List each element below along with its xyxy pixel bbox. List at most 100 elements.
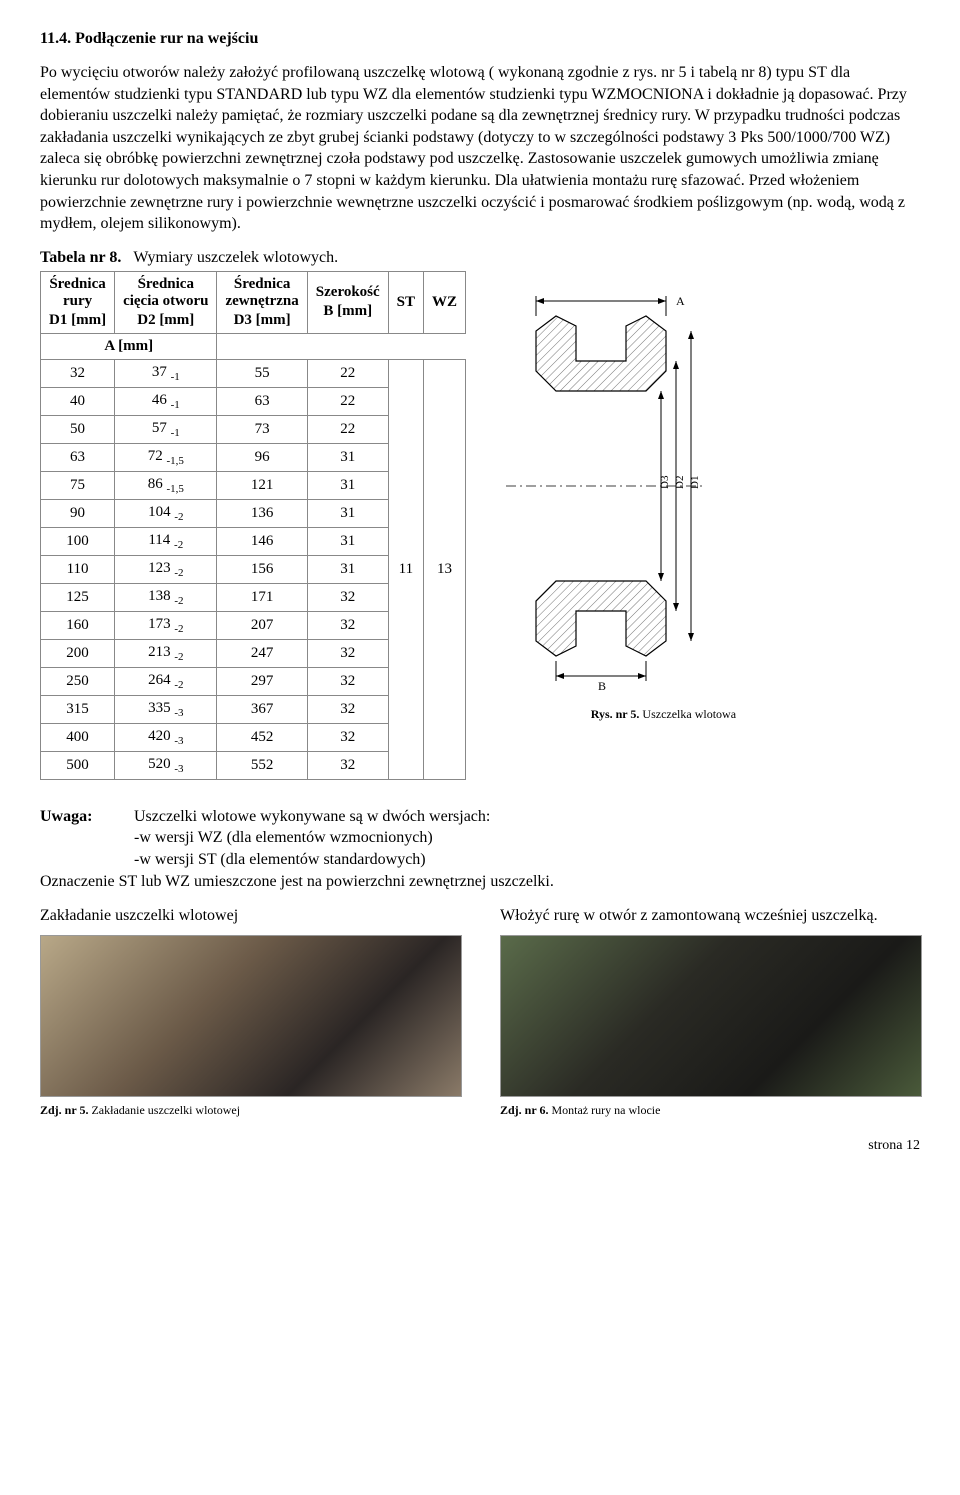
table-caption: Tabela nr 8. Wymiary uszczelek wlotowych…	[40, 249, 920, 267]
table-cell: 100	[41, 527, 115, 555]
col-label: Średnica	[234, 276, 290, 292]
col-unit: B [mm]	[316, 303, 380, 320]
table-cell: 96	[217, 443, 307, 471]
photo-col-2: Włożyć rurę w otwór z zamontowaną wcześn…	[500, 906, 920, 1118]
table-cell: 32	[307, 639, 388, 667]
photo1-image	[40, 935, 462, 1097]
table-cell: 160	[41, 611, 115, 639]
table-cell: 32	[307, 751, 388, 779]
col-b: Szerokość B [mm]	[307, 271, 388, 333]
table-cell: 63	[41, 443, 115, 471]
section-heading: 11.4. Podłączenie rur na wejściu	[40, 30, 920, 48]
table-cell: 400	[41, 723, 115, 751]
table-cell: 32	[41, 359, 115, 387]
table-caption-rest: Wymiary uszczelek wlotowych.	[133, 249, 338, 266]
table-cell: 90	[41, 499, 115, 527]
table-cell: 75	[41, 471, 115, 499]
col-unit: D1 [mm]	[49, 312, 106, 329]
cell-wz: 13	[424, 359, 466, 779]
col-d3: Średnica zewnętrzna D3 [mm]	[217, 271, 307, 333]
table-cell: 73	[217, 415, 307, 443]
photo1-caption: Zdj. nr 5. Zakładanie uszczelki wlotowej	[40, 1103, 460, 1118]
col-label: zewnętrzna	[225, 293, 298, 309]
page-footer: strona 12	[40, 1138, 920, 1154]
table-cell: 520 -3	[115, 751, 217, 779]
photo1-caption-rest: Zakładanie uszczelki wlotowej	[91, 1103, 240, 1117]
table-cell: 500	[41, 751, 115, 779]
table-cell: 22	[307, 415, 388, 443]
note-label: Uwaga:	[40, 806, 130, 828]
section-body: Po wycięciu otworów należy założyć profi…	[40, 62, 920, 235]
col-label: Średnica	[138, 276, 194, 292]
note-line: -w wersji ST (dla elementów standardowyc…	[134, 851, 426, 868]
fig5-caption: Rys. nr 5. Uszczelka wlotowa	[476, 707, 736, 722]
table-cell: 46 -1	[115, 387, 217, 415]
table-cell: 138 -2	[115, 583, 217, 611]
table-cell: 32	[307, 583, 388, 611]
table-cell: 22	[307, 359, 388, 387]
table-cell: 32	[307, 723, 388, 751]
table-cell: 367	[217, 695, 307, 723]
dimensions-table: Średnica rury D1 [mm] Średnica cięcia ot…	[40, 271, 466, 780]
table-cell: 31	[307, 499, 388, 527]
table-cell: 452	[217, 723, 307, 751]
photo2-caption-bold: Zdj. nr 6.	[500, 1103, 548, 1117]
table-cell: 247	[217, 639, 307, 667]
dim-a-label: A	[676, 294, 685, 308]
note-line: Uszczelki wlotowe wykonywane są w dwóch …	[134, 808, 490, 825]
table-cell: 250	[41, 667, 115, 695]
note-last: Oznaczenie ST lub WZ umieszczone jest na…	[40, 873, 554, 890]
dim-d1-label: D1	[689, 475, 701, 488]
col-d2: Średnica cięcia otworu D2 [mm]	[115, 271, 217, 333]
table-cell: 171	[217, 583, 307, 611]
col-label: Szerokość	[316, 284, 380, 300]
photo1-title: Zakładanie uszczelki wlotowej	[40, 906, 460, 927]
note-line: -w wersji WZ (dla elementów wzmocnionych…	[134, 829, 433, 846]
table-cell: 173 -2	[115, 611, 217, 639]
table-cell: 146	[217, 527, 307, 555]
table-cell: 63	[217, 387, 307, 415]
table-row: 3237 -155221113	[41, 359, 466, 387]
table-header-row2: A [mm]	[41, 333, 466, 359]
gasket-diagram: A D1 D2 D3	[476, 271, 736, 701]
table-cell: 264 -2	[115, 667, 217, 695]
table-cell: 156	[217, 555, 307, 583]
table-cell: 55	[217, 359, 307, 387]
table-caption-bold: Tabela nr 8.	[40, 249, 121, 266]
photo2-caption-rest: Montaż rury na wlocie	[551, 1103, 660, 1117]
col-d1: Średnica rury D1 [mm]	[41, 271, 115, 333]
table-cell: 86 -1,5	[115, 471, 217, 499]
table-cell: 123 -2	[115, 555, 217, 583]
table-cell: 297	[217, 667, 307, 695]
table-cell: 104 -2	[115, 499, 217, 527]
table-cell: 40	[41, 387, 115, 415]
table-cell: 125	[41, 583, 115, 611]
col-wz: WZ	[424, 271, 466, 333]
photo-row: Zakładanie uszczelki wlotowej Zdj. nr 5.…	[40, 906, 920, 1118]
photo2-title: Włożyć rurę w otwór z zamontowaną wcześn…	[500, 906, 920, 927]
cell-st: 11	[388, 359, 423, 779]
fig-caption-rest: Uszczelka wlotowa	[642, 707, 736, 721]
col-label: rury	[63, 293, 92, 309]
table-cell: 32	[307, 667, 388, 695]
note-text: Uszczelki wlotowe wykonywane są w dwóch …	[134, 806, 899, 871]
col-a-unit: A [mm]	[41, 333, 217, 359]
table-cell: 207	[217, 611, 307, 639]
note-block: Uwaga: Uszczelki wlotowe wykonywane są w…	[40, 806, 920, 892]
photo2-image	[500, 935, 922, 1097]
photo-col-1: Zakładanie uszczelki wlotowej Zdj. nr 5.…	[40, 906, 460, 1118]
col-label: Średnica	[49, 276, 105, 292]
col-unit: D3 [mm]	[225, 312, 298, 329]
table-cell: 31	[307, 443, 388, 471]
table-cell: 72 -1,5	[115, 443, 217, 471]
photo2-caption: Zdj. nr 6. Montaż rury na wlocie	[500, 1103, 920, 1118]
col-st: ST	[388, 271, 423, 333]
table-cell: 22	[307, 387, 388, 415]
table-cell: 32	[307, 695, 388, 723]
table-header-row: Średnica rury D1 [mm] Średnica cięcia ot…	[41, 271, 466, 333]
col-unit: D2 [mm]	[123, 312, 208, 329]
table-cell: 57 -1	[115, 415, 217, 443]
table-cell: 315	[41, 695, 115, 723]
table-cell: 32	[307, 611, 388, 639]
table-cell: 136	[217, 499, 307, 527]
